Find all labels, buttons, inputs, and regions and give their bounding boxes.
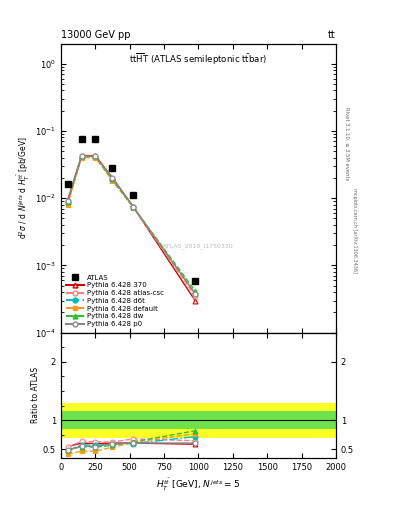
Text: ATLAS_2019_I1750330: ATLAS_2019_I1750330 <box>163 243 234 249</box>
ATLAS <box>131 193 136 199</box>
ATLAS <box>79 136 84 142</box>
ATLAS <box>110 165 115 171</box>
ATLAS <box>93 136 97 142</box>
Text: 13000 GeV pp: 13000 GeV pp <box>61 30 130 40</box>
Text: Rivet 3.1.10, ≥ 3.5M events: Rivet 3.1.10, ≥ 3.5M events <box>344 106 349 180</box>
Text: tt: tt <box>328 30 336 40</box>
Legend: ATLAS, Pythia 6.428 370, Pythia 6.428 atlas-csc, Pythia 6.428 d6t, Pythia 6.428 : ATLAS, Pythia 6.428 370, Pythia 6.428 at… <box>64 272 166 329</box>
X-axis label: $H_T^{t\bar{t}}$ [GeV], $N^{jets} = 5$: $H_T^{t\bar{t}}$ [GeV], $N^{jets} = 5$ <box>156 476 241 493</box>
ATLAS <box>65 181 70 187</box>
Y-axis label: Ratio to ATLAS: Ratio to ATLAS <box>31 367 40 423</box>
Text: tt$\overline{\rm H}$T (ATLAS semileptonic t$\bar{\rm t}$bar): tt$\overline{\rm H}$T (ATLAS semileptoni… <box>129 52 268 67</box>
Y-axis label: d$^2\sigma$ / d $N^{jets}$ d $H_T^{t\bar{t}}$ [pb/GeV]: d$^2\sigma$ / d $N^{jets}$ d $H_T^{t\bar… <box>16 137 32 240</box>
Text: mcplots.cern.ch [arXiv:1306.3436]: mcplots.cern.ch [arXiv:1306.3436] <box>352 188 357 273</box>
Line: ATLAS: ATLAS <box>64 136 198 285</box>
ATLAS <box>193 278 197 284</box>
